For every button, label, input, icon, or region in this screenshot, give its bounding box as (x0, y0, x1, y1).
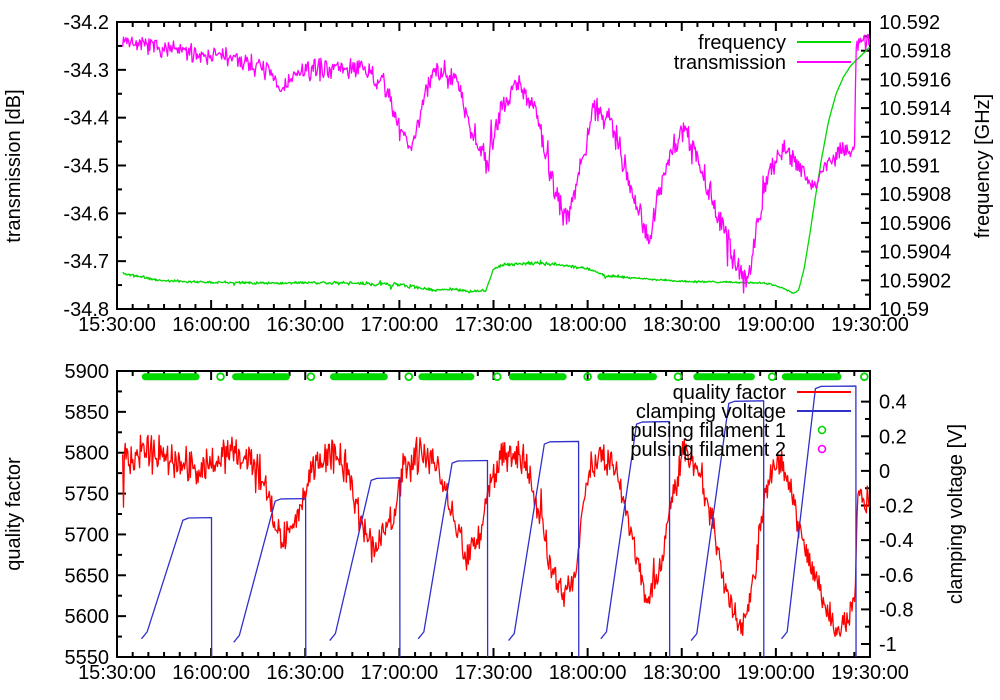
legend-circle-sample (817, 444, 827, 454)
series-frequency (122, 46, 870, 294)
bottom-y-right-axis-title: clamping voltage [V] (945, 424, 967, 604)
y-left-tick-label: 5900 (65, 361, 110, 383)
series-clamping-voltage-segment (329, 477, 401, 657)
x-tick-label: 16:30:00 (266, 314, 344, 336)
x-tick-label: 16:30:00 (266, 662, 344, 684)
x-tick-label: 15:30:00 (78, 314, 156, 336)
pulse-marker-circle (767, 372, 777, 382)
y-left-tick-label: -34.6 (63, 203, 109, 225)
y-right-tick-label: 10.5904 (879, 242, 951, 264)
top-y-right-axis-title: frequency [GHz] (972, 94, 994, 239)
x-tick-label: 17:00:00 (360, 314, 438, 336)
series-clamping-voltage-segment (417, 459, 489, 657)
y-right-tick-label: 10.5906 (879, 213, 951, 235)
pulse-marker-circle (673, 372, 683, 382)
series-clamping-voltage-segment (600, 420, 671, 657)
pulse-marker-circle (306, 372, 316, 382)
series-group (122, 372, 870, 657)
legend-label: clamping voltage (636, 401, 786, 423)
x-tick-label: 19:00:00 (737, 662, 815, 684)
y-left-tick-label: -34.7 (63, 251, 109, 273)
x-tick-label: 18:30:00 (643, 314, 721, 336)
y-right-tick-label: 0.2 (879, 426, 907, 448)
y-right-tick-label: -1 (879, 634, 897, 656)
y-left-tick-label: -34.5 (63, 156, 109, 178)
pulse-marker-circle (583, 372, 592, 382)
y-left-tick-label: 5800 (65, 443, 110, 465)
top-y-left-axis-title: transmission [dB] (3, 89, 25, 242)
y-left-tick-label: 5750 (65, 484, 110, 506)
y-right-tick-label: 10.592 (879, 12, 940, 34)
series-group (122, 33, 870, 294)
y-right-tick-label: 10.59 (879, 299, 929, 321)
x-tick-label: 15:30:00 (78, 662, 156, 684)
y-left-tick-label: 5850 (65, 402, 110, 424)
y-left-tick-label: 5650 (65, 565, 110, 587)
pulse-marker-circle (404, 372, 414, 382)
x-tick-label: 18:00:00 (549, 314, 627, 336)
y-left-tick-label: -34.8 (63, 299, 109, 321)
pulse-marker-circle (492, 372, 502, 382)
x-tick-label: 16:00:00 (172, 662, 250, 684)
y-left-tick-label: -34.2 (63, 12, 109, 34)
x-tick-label: 19:30:00 (831, 662, 909, 684)
x-tick-label: 17:30:00 (455, 662, 533, 684)
y-right-tick-label: 0.4 (879, 392, 907, 414)
y-right-tick-label: 10.5908 (879, 184, 951, 206)
x-tick-label: 17:00:00 (360, 662, 438, 684)
y-right-tick-label: -0.4 (879, 530, 913, 552)
series-clamping-voltage-segment (233, 497, 307, 657)
legend-label: pulsing filament 1 (630, 420, 786, 442)
x-tick-label: 19:30:00 (831, 314, 909, 336)
y-right-tick-label: -0.2 (879, 496, 913, 518)
y-left-tick-label: -34.3 (63, 60, 109, 82)
y-right-tick-label: 0 (879, 461, 890, 483)
y-right-tick-label: -0.6 (879, 565, 913, 587)
legend-label: frequency (698, 32, 786, 54)
y-left-tick-label: 5600 (65, 606, 110, 628)
series-clamping-voltage-segment (690, 400, 765, 657)
y-left-tick-label: -34.4 (63, 108, 109, 130)
bottom-y-left-axis-title: quality factor (3, 457, 25, 571)
y-right-tick-label: 10.5902 (879, 270, 951, 292)
x-tick-label: 16:00:00 (172, 314, 250, 336)
x-tick-label: 17:30:00 (455, 314, 533, 336)
series-transmission (122, 33, 870, 294)
y-left-tick-label: 5550 (65, 647, 110, 669)
y-right-tick-label: 10.5918 (879, 41, 951, 63)
legend-label: pulsing filament 2 (630, 439, 786, 461)
legend-label: transmission (674, 52, 786, 74)
series-clamping-voltage-segment (508, 440, 580, 657)
y-right-tick-label: 10.591 (879, 156, 940, 178)
series-quality-factor (122, 434, 870, 638)
y-right-tick-label: 10.5916 (879, 69, 951, 91)
x-tick-label: 18:00:00 (549, 662, 627, 684)
legend-circle-sample (817, 425, 827, 435)
y-right-tick-label: 10.5914 (879, 98, 951, 120)
legend-label: quality factor (673, 382, 787, 404)
x-tick-label: 19:00:00 (737, 314, 815, 336)
pulse-marker-circle (216, 372, 225, 382)
pulse-marker-circle (860, 372, 869, 382)
x-tick-label: 18:30:00 (643, 662, 721, 684)
series-clamping-voltage-segment (781, 385, 857, 657)
y-right-tick-label: -0.8 (879, 599, 913, 621)
y-right-tick-label: 10.5912 (879, 127, 951, 149)
series-clamping-voltage-segment (140, 516, 213, 657)
y-left-tick-label: 5700 (65, 524, 110, 546)
